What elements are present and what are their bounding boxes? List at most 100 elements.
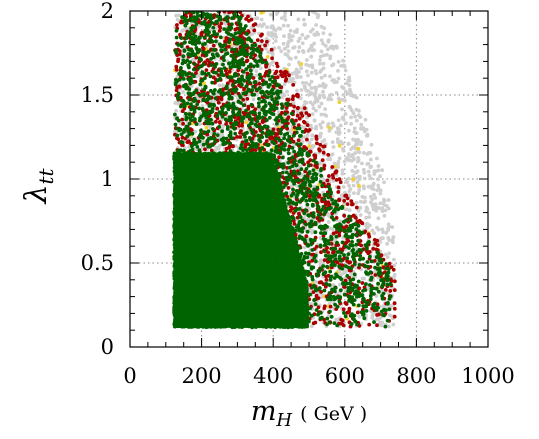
point [278,138,283,143]
point [335,137,340,142]
point [386,198,391,202]
point [190,131,195,136]
point [319,125,324,130]
point [355,180,360,185]
point [365,207,370,212]
point [356,146,361,151]
point [362,176,367,181]
point [370,202,375,207]
point [311,290,316,294]
point [311,102,315,107]
point [342,159,347,164]
point [333,164,338,169]
point [361,167,366,172]
point [220,106,225,111]
point [322,304,327,309]
point [315,141,319,146]
point [341,93,346,97]
point [287,73,291,78]
point [213,80,217,85]
point [351,137,355,142]
point [232,126,237,131]
point [369,157,373,162]
point [318,179,323,184]
point [321,89,325,94]
point [390,225,395,230]
point [263,43,267,48]
point [319,75,324,80]
point [313,91,318,95]
point [325,264,329,269]
point [333,302,337,307]
point [308,47,312,51]
point [375,156,379,161]
point [334,91,339,95]
point [373,269,378,274]
point [314,87,318,92]
point [276,26,281,31]
point [323,107,327,111]
point [362,316,367,321]
point [383,252,388,257]
point [298,142,303,147]
point [297,36,302,41]
point [202,81,207,86]
point [265,39,269,44]
point [354,205,359,210]
point [316,32,321,37]
point [342,213,347,218]
point [306,160,310,165]
point [321,147,326,152]
point [392,263,397,268]
point [313,126,318,131]
point [337,130,342,135]
point [244,120,249,125]
point [330,152,335,157]
point [218,25,223,30]
point [227,69,232,74]
point [292,29,297,34]
point [271,84,276,89]
point [368,151,373,155]
point [193,79,198,84]
point [286,98,291,102]
point [341,117,346,122]
point [299,88,304,92]
point [273,39,278,43]
point [245,97,250,101]
point [338,180,343,185]
point [249,102,254,107]
point [233,27,238,32]
point [351,177,355,182]
point [288,190,293,195]
point [296,17,301,22]
point [306,73,310,78]
point [339,317,344,322]
point [313,320,318,325]
point [254,73,259,78]
point [367,215,371,220]
point [265,55,270,59]
point [314,259,318,264]
point [227,44,231,49]
point [309,302,313,306]
point [245,43,249,48]
point [345,196,350,201]
point [264,46,268,51]
point [290,97,295,101]
point [304,127,308,132]
point [283,11,288,16]
point [314,108,318,113]
point [353,114,357,119]
point [309,70,314,75]
point [180,109,185,114]
point [294,67,299,72]
point [264,139,269,144]
point [295,92,299,97]
point [244,67,249,71]
point [320,183,325,188]
point [222,66,227,70]
point [320,158,325,163]
point [354,200,359,205]
point [292,133,296,138]
